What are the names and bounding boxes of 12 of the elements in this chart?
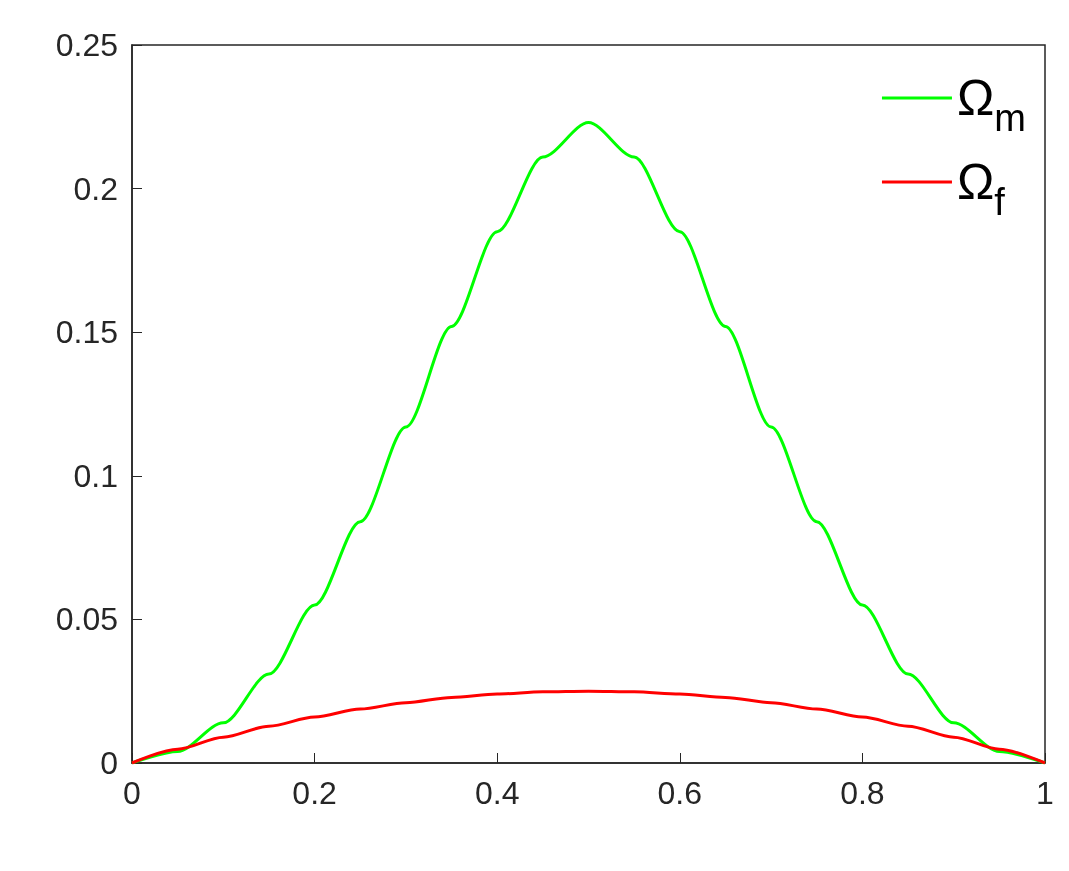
x-tick-label: 0 bbox=[123, 775, 141, 811]
y-tick-label: 0.1 bbox=[73, 457, 118, 494]
y-tick-label: 0.2 bbox=[73, 170, 118, 207]
x-tick-label: 1 bbox=[1036, 775, 1054, 811]
y-tick-label: 0.05 bbox=[55, 601, 118, 638]
x-tick-label: 0.6 bbox=[657, 775, 703, 811]
y-tick-label: 0.15 bbox=[55, 314, 118, 351]
x-tick-label: 0.4 bbox=[474, 775, 520, 811]
x-tick-label: 0.8 bbox=[840, 775, 885, 811]
y-tick-label: 0 bbox=[100, 745, 118, 781]
x-tick-label: 0.2 bbox=[292, 775, 337, 811]
y-tick-label: 0.25 bbox=[55, 27, 118, 63]
